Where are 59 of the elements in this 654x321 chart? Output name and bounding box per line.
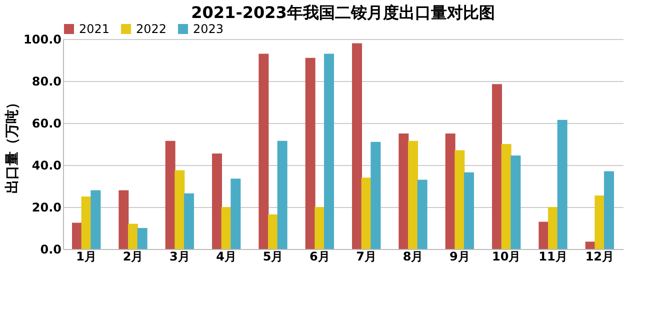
bar [604,171,614,249]
bar [81,196,92,249]
y-tick-label: 100.0 [24,32,62,46]
bar [510,156,521,249]
bar [90,190,101,249]
bar [174,170,185,249]
y-tick-label: 20.0 [32,200,62,214]
x-tick-label: 6月 [309,250,330,264]
y-tick-label: 40.0 [32,158,62,172]
x-tick-label: 10月 [492,250,521,264]
bar [137,228,148,249]
bar [538,222,549,249]
bar [212,153,222,249]
y-axis-title: 出口量（万吨） [4,96,21,194]
x-tick-label: 5月 [262,250,284,264]
x-tick-label: 2月 [122,250,144,264]
bar [184,193,194,249]
x-tick-label: 7月 [356,250,377,264]
legend-label: 2022 [136,22,167,36]
bar [165,140,176,249]
bar [361,178,372,249]
y-tick-label: 0.0 [40,242,62,256]
bar [324,54,334,249]
bar [258,54,269,249]
bar [230,178,241,249]
x-tick-label: 12月 [585,250,614,264]
bar [352,43,362,249]
bar [408,140,418,249]
bar [501,144,512,249]
bar [445,134,456,249]
x-tick-label: 11月 [538,250,568,264]
bar [454,150,465,249]
bar [548,207,558,249]
x-tick-label: 1月 [76,250,97,264]
bar [417,180,428,249]
bar [370,142,381,249]
chart-title: 2021-2023年我国二铵月度出口量对比图 [191,3,495,22]
bar [314,207,325,249]
bar [585,242,596,249]
x-tick-label: 3月 [169,250,190,264]
bar [305,58,316,249]
legend-label: 2021 [79,22,110,36]
bar [118,190,129,249]
x-tick-label: 8月 [402,250,424,264]
x-tick-label: 4月 [216,250,237,264]
x-tick-label: 9月 [449,250,470,264]
bar [277,140,288,249]
legend-label: 2023 [193,22,224,36]
bar [72,222,82,249]
bar [268,214,278,249]
bar [128,224,138,249]
bar [594,195,605,249]
bar [557,120,568,249]
y-tick-label: 60.0 [32,116,62,130]
bar [221,207,232,249]
y-tick-label: 80.0 [32,74,62,88]
bar [492,84,502,249]
bar [398,134,409,249]
bar [464,172,474,249]
